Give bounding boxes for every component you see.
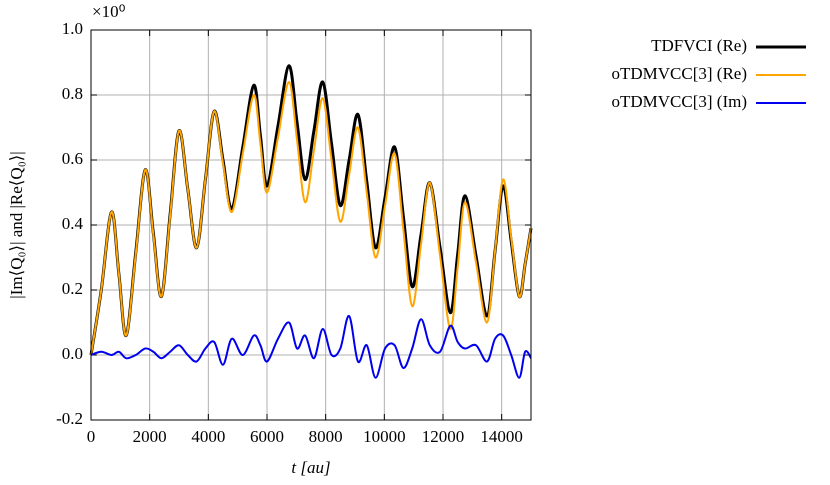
y-tick-label: 0.8: [62, 84, 83, 103]
axis-multiplier: ×10⁰: [92, 2, 126, 21]
x-axis-label: t [au]: [291, 458, 330, 477]
y-tick-label: 0.2: [62, 279, 83, 298]
y-tick-label: -0.2: [56, 409, 83, 428]
legend-label: oTDMVCC[3] (Im): [611, 92, 747, 111]
legend-label: TDFVCI (Re): [651, 36, 747, 55]
y-tick-label: 1.0: [62, 19, 83, 38]
series-line: [90, 80, 532, 356]
x-tick-label: 0: [87, 427, 96, 446]
y-axis-label: |Im⟨Q₀⟩| and |Re⟨Q₀⟩|: [7, 151, 26, 298]
y-tick-label: 0.0: [62, 344, 83, 363]
x-tick-label: 6000: [250, 427, 284, 446]
x-tick-label: 14000: [480, 427, 523, 446]
y-tick-label: 0.4: [62, 214, 84, 233]
y-tick-label: 0.6: [62, 149, 83, 168]
x-tick-label: 12000: [422, 427, 465, 446]
legend-label: oTDMVCC[3] (Re): [611, 64, 747, 83]
series-line: [90, 314, 532, 379]
x-tick-label: 8000: [309, 427, 343, 446]
series-line: [89, 64, 533, 356]
x-tick-label: 4000: [191, 427, 225, 446]
plot-frame: [90, 29, 532, 421]
x-tick-label: 10000: [363, 427, 406, 446]
x-tick-label: 2000: [133, 427, 167, 446]
